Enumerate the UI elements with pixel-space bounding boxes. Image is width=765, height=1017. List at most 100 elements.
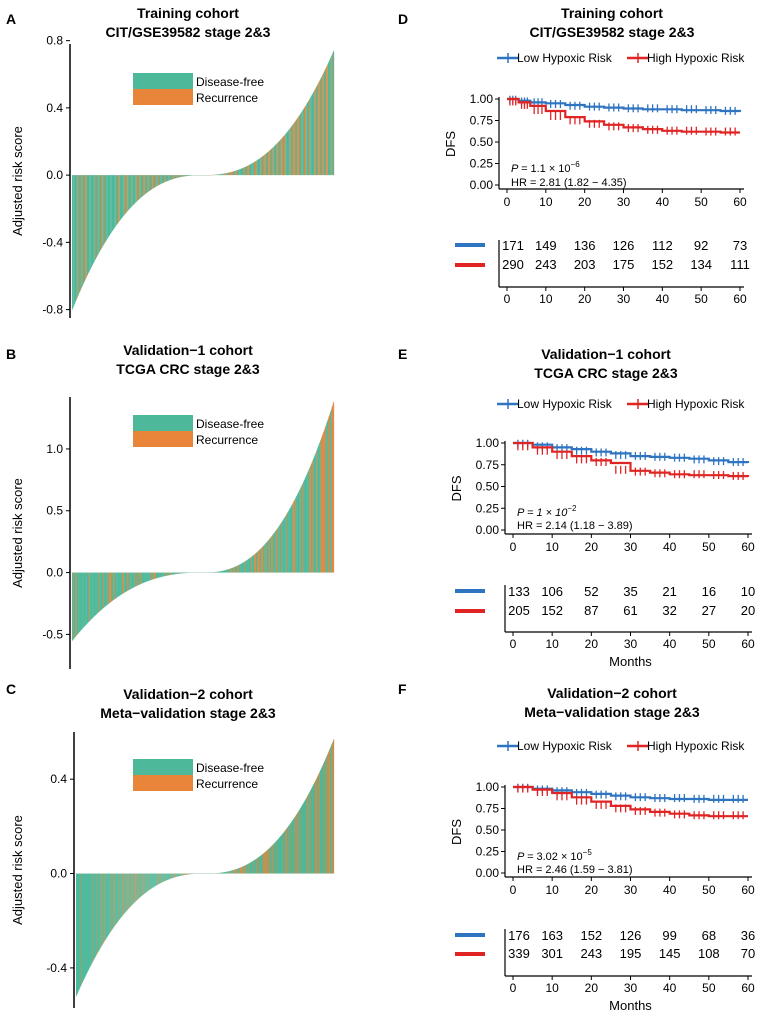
risk-bar [274,145,276,176]
risk-bar [100,572,102,611]
risk-bar [115,175,116,227]
risk-bar [295,815,297,874]
risk-bar [93,873,95,960]
risk-bar [91,572,93,619]
risk-bar [274,532,276,573]
risk-bar [270,537,272,573]
risk-bar [148,175,149,192]
risk-bar [112,873,113,930]
risk-bar [95,572,97,616]
y-tick-label: 1.00 [476,436,500,450]
risk-bar [293,123,295,176]
risk-bar [178,873,179,877]
risk-bar [255,552,257,573]
risk-bar [86,175,87,278]
risk-bar [288,129,290,176]
risk-bar [234,170,236,176]
risk-bar [156,572,158,579]
risk-bar [85,175,87,279]
risk-bar [174,873,176,878]
risk-bar [178,572,180,574]
risk-bar [294,816,296,874]
risk-bar [263,155,265,176]
x-tick-label: 10 [539,195,553,209]
risk-bar [269,847,271,874]
risk-bar [330,409,332,573]
risk-bar [222,570,224,573]
risk-bar [116,873,118,923]
risk-bar [78,873,80,991]
risk-bar [150,572,152,581]
x-tick-label: 60 [741,883,755,897]
risk-bar [221,872,222,874]
risk-bar [289,507,291,573]
risk-bar [264,154,265,176]
risk-bar [141,175,143,197]
risk-bar [322,73,324,176]
risk-bar [239,867,240,874]
risk-bar [311,786,313,874]
risk-bar [185,175,186,177]
km-panel-d: D Training cohort CIT/GSE39582 stage 2&3 Lo… [398,5,750,306]
risk-bar [310,464,312,573]
risk-bar [79,175,81,293]
risk-bar [110,175,111,234]
risk-bar [157,175,158,186]
risk-bar [166,873,168,881]
risk-bar [304,106,306,176]
risk-bar [328,751,330,874]
risk-bar [298,491,300,573]
risk-bar [278,525,280,573]
risk-bar [105,572,107,607]
risk-bar [220,571,222,573]
risk-bar [332,53,334,176]
risk-bar [304,800,306,874]
risk-bar [312,784,314,874]
risk-bar [96,873,98,955]
panel-title: Training cohort [137,5,239,21]
risk-bar [173,175,175,179]
legend-label-disease-free: Disease-free [196,75,264,89]
p-value-exponent: −6 [571,160,581,169]
risk-bar [142,175,144,197]
risk-bar [261,157,262,176]
risk-bar [112,175,114,231]
p-value-text: P = 3.02 × 10−5 [517,848,592,863]
risk-bar [228,871,230,874]
risk-bar [176,873,178,877]
risk-bar [105,175,107,242]
x-tick-label: 0 [504,195,511,209]
risk-bar [320,769,322,874]
risk-bar [317,84,319,176]
hazard-ratio-text: HR = 2.14 (1.18 − 3.89) [517,520,633,532]
risk-bar [249,862,250,874]
risk-bar [151,572,152,580]
risk-bar [84,572,86,627]
risk-bar [147,572,149,581]
risk-bar [155,873,157,886]
risk-bar [310,97,311,176]
risk-bar [98,873,99,952]
risk-bar [163,873,164,882]
risk-bar [182,175,183,177]
risk-bar [261,854,263,874]
risk-bar [139,873,141,898]
risk-bar [235,170,237,176]
risk-bar [149,572,151,581]
risk-bar [318,772,320,874]
risk-bar [275,144,277,176]
risk-table-cell: 136 [574,238,596,253]
risk-bar [154,873,155,887]
risk-bar [133,175,135,205]
risk-table-cell: 205 [508,603,530,618]
risk-bar [124,873,126,913]
risk-bar [259,856,261,874]
risk-bar [325,425,327,573]
risk-bar [277,838,279,874]
risk-bar [294,122,295,176]
risk-table-cell: 10 [741,584,755,599]
risk-bar [135,572,137,587]
risk-bar [228,172,230,176]
risk-bar [164,175,166,183]
risk-bar [101,175,103,248]
